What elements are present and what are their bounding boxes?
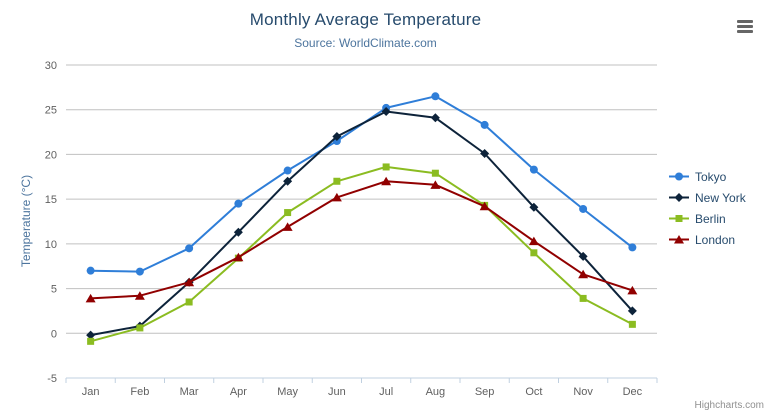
data-point-new-york[interactable] (86, 330, 96, 340)
data-point-berlin[interactable] (530, 249, 538, 257)
legend-item-new-york[interactable]: New York (668, 187, 746, 208)
legend-label: Tokyo (695, 169, 727, 184)
data-point-tokyo[interactable] (480, 120, 489, 129)
x-axis-label: Aug (426, 386, 446, 398)
data-point-berlin[interactable] (284, 209, 292, 217)
triangle-icon (674, 235, 684, 244)
legend-label: London (695, 232, 736, 247)
data-point-london[interactable] (627, 285, 638, 295)
x-axis-label: Jan (82, 386, 100, 398)
y-axis-label: 5 (51, 284, 57, 296)
data-point-new-york[interactable] (480, 149, 490, 159)
data-point-tokyo[interactable] (529, 165, 538, 174)
y-axis-label: 15 (45, 194, 57, 206)
data-point-berlin[interactable] (628, 320, 636, 328)
x-axis-label: Mar (180, 386, 199, 398)
data-point-tokyo[interactable] (135, 267, 144, 276)
data-point-berlin[interactable] (382, 163, 390, 171)
legend-item-tokyo[interactable]: Tokyo (668, 166, 746, 187)
series-line-london[interactable] (89, 180, 634, 300)
series-new-york (86, 107, 637, 340)
data-point-berlin[interactable] (136, 324, 144, 332)
data-point-london[interactable] (134, 291, 145, 300)
x-axis-label: Sep (475, 386, 495, 398)
data-point-new-york[interactable] (627, 306, 637, 316)
data-point-new-york[interactable] (578, 251, 588, 261)
data-point-tokyo[interactable] (86, 266, 95, 275)
data-point-new-york[interactable] (529, 202, 539, 212)
data-point-tokyo[interactable] (579, 204, 588, 213)
series-line-berlin[interactable] (89, 165, 634, 343)
data-point-tokyo[interactable] (431, 92, 440, 101)
y-axis-label: -5 (47, 373, 57, 385)
hamburger-icon (737, 20, 753, 33)
y-axis-label: 10 (45, 239, 57, 251)
data-point-berlin[interactable] (185, 298, 193, 306)
x-axis-label: Oct (525, 386, 542, 398)
data-point-tokyo[interactable] (185, 244, 194, 253)
x-axis-label: May (277, 386, 298, 398)
legend-item-london[interactable]: London (668, 229, 746, 250)
x-axis-label: Nov (573, 386, 593, 398)
legend-marker-circle-icon (669, 172, 689, 181)
series-line-tokyo[interactable] (89, 95, 634, 273)
data-point-berlin[interactable] (431, 169, 439, 177)
data-point-london[interactable] (430, 180, 441, 189)
y-axis-label: 30 (45, 60, 57, 72)
data-point-london[interactable] (331, 192, 342, 202)
export-menu-button[interactable] (733, 16, 757, 36)
data-point-new-york[interactable] (430, 113, 440, 123)
y-axis-label: 20 (45, 149, 57, 161)
data-point-london[interactable] (233, 252, 244, 262)
circle-icon (675, 172, 683, 181)
series-line-new-york[interactable] (89, 110, 634, 337)
data-point-tokyo[interactable] (234, 199, 243, 208)
x-axis-label: Dec (623, 386, 643, 398)
data-point-berlin[interactable] (87, 337, 95, 345)
legend: Tokyo New York Berlin London (668, 166, 746, 250)
x-axis-label: Jun (328, 386, 346, 398)
diamond-icon (674, 193, 684, 202)
y-axis-label: 0 (51, 328, 57, 340)
x-axis-label: Apr (230, 386, 247, 398)
highcharts-credits-link[interactable]: Highcharts.com (694, 400, 764, 411)
data-point-new-york[interactable] (283, 176, 293, 186)
data-point-london[interactable] (85, 293, 96, 303)
data-point-tokyo[interactable] (283, 166, 292, 175)
data-point-london[interactable] (381, 176, 392, 186)
data-point-tokyo[interactable] (628, 243, 637, 252)
legend-label: Berlin (695, 211, 726, 226)
legend-marker-square-icon (669, 215, 689, 222)
legend-item-berlin[interactable]: Berlin (668, 208, 746, 229)
data-point-london[interactable] (578, 269, 589, 279)
y-axis-label: 25 (45, 105, 57, 117)
data-point-new-york[interactable] (233, 227, 243, 237)
series-london (85, 176, 638, 303)
data-point-new-york[interactable] (332, 132, 342, 142)
legend-marker-diamond-icon (669, 193, 689, 202)
x-axis-label: Jul (379, 386, 393, 398)
square-icon (675, 215, 683, 222)
legend-marker-triangle-icon (669, 235, 689, 244)
data-point-london[interactable] (528, 236, 539, 246)
data-point-london[interactable] (282, 222, 293, 231)
series-tokyo (86, 92, 637, 276)
data-point-new-york[interactable] (381, 107, 391, 117)
data-point-london[interactable] (479, 201, 490, 211)
data-point-berlin[interactable] (333, 177, 341, 185)
data-point-london[interactable] (184, 277, 195, 287)
data-point-berlin[interactable] (579, 294, 587, 302)
x-axis-label: Feb (130, 386, 149, 398)
legend-label: New York (695, 190, 746, 205)
